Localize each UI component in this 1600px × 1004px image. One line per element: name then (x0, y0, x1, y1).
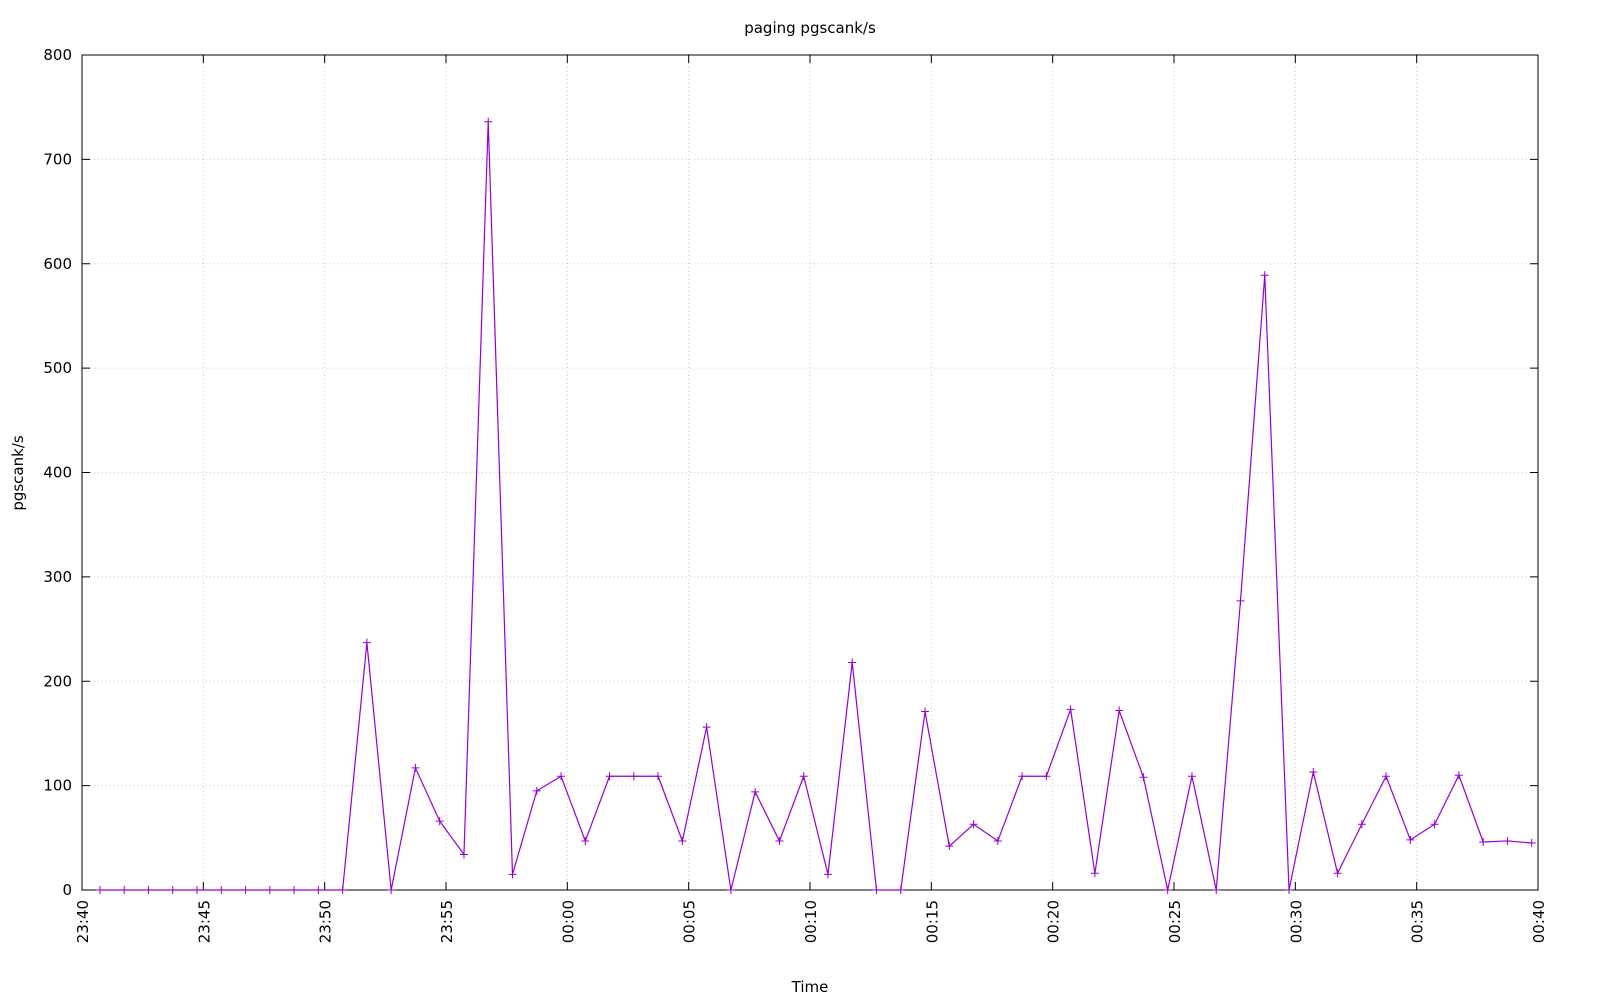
y-tick-label: 400 (43, 464, 72, 482)
data-point (1430, 820, 1439, 829)
data-point (1115, 706, 1124, 715)
x-tick-label: 00:40 (1530, 900, 1548, 943)
data-point (1503, 836, 1512, 845)
data-point (605, 772, 614, 781)
y-tick-label: 0 (62, 881, 72, 899)
data-point (1018, 772, 1027, 781)
y-tick-label: 500 (43, 359, 72, 377)
y-tick-label: 600 (43, 255, 72, 273)
data-point (387, 886, 396, 894)
y-axis-label: pgscank/s (9, 435, 27, 511)
data-point (1309, 768, 1318, 777)
data-point (823, 870, 832, 879)
data-point (338, 886, 347, 894)
data-point (1212, 886, 1221, 894)
data-point (362, 638, 371, 647)
data-point (1139, 773, 1148, 782)
x-tick-label: 00:15 (923, 900, 941, 943)
data-point (557, 772, 566, 781)
data-point (848, 658, 857, 667)
data-point (581, 836, 590, 845)
data-line (99, 121, 1532, 891)
chart-title: paging pgscank/s (744, 19, 876, 37)
x-tick-label: 00:25 (1166, 900, 1184, 943)
data-point (265, 886, 274, 894)
y-tick-label: 300 (43, 568, 72, 586)
x-tick-label: 00:10 (802, 900, 820, 943)
data-point (241, 886, 250, 894)
data-point (945, 842, 954, 851)
x-tick-label: 23:40 (74, 900, 92, 943)
y-tick-label: 700 (43, 150, 72, 168)
data-point (1187, 772, 1196, 781)
data-point (314, 886, 323, 894)
data-point (120, 886, 129, 894)
data-point (921, 707, 930, 716)
x-tick-label: 00:00 (559, 900, 577, 943)
data-point (1042, 772, 1051, 781)
data-point (799, 772, 808, 781)
x-tick-label: 23:45 (195, 900, 213, 943)
data-point (1357, 820, 1366, 829)
data-point (217, 886, 226, 894)
data-point (1479, 837, 1488, 846)
data-point (532, 786, 541, 795)
data-point (144, 886, 153, 894)
data-point (95, 886, 104, 894)
x-tick-label: 00:30 (1287, 900, 1305, 943)
y-tick-label: 800 (43, 46, 72, 64)
x-tick-label: 00:35 (1409, 900, 1427, 943)
data-point (1090, 869, 1099, 878)
data-point (872, 886, 881, 894)
data-point (726, 886, 735, 894)
data-point (775, 836, 784, 845)
y-tick-label: 100 (43, 777, 72, 795)
data-point (484, 117, 493, 126)
x-tick-label: 23:55 (438, 900, 456, 943)
data-point (654, 772, 663, 781)
plot-frame (81, 54, 1539, 891)
data-point (1527, 839, 1536, 848)
data-point (1454, 771, 1463, 780)
data-point (168, 886, 177, 894)
data-point (969, 820, 978, 829)
x-tick-label: 00:05 (681, 900, 699, 943)
x-tick-label: 23:50 (317, 900, 335, 943)
data-point (1333, 869, 1342, 878)
data-point (702, 723, 711, 732)
data-point (993, 836, 1002, 845)
data-point (751, 787, 760, 796)
data-point (1285, 886, 1294, 894)
data-point (508, 870, 517, 879)
data-point (896, 886, 905, 894)
data-point (1236, 596, 1245, 605)
data-point (1163, 886, 1172, 894)
y-tick-label: 200 (43, 672, 72, 690)
data-point (1260, 271, 1269, 280)
data-point (290, 886, 299, 894)
data-point (629, 772, 638, 781)
data-point (678, 836, 687, 845)
data-point (411, 763, 420, 772)
data-point (1406, 835, 1415, 844)
data-point (459, 850, 468, 859)
x-axis-label: Time (791, 978, 829, 996)
data-point (435, 817, 444, 826)
data-point (193, 886, 202, 894)
x-tick-label: 00:20 (1045, 900, 1063, 943)
data-point (1382, 772, 1391, 781)
data-point (1066, 705, 1075, 714)
